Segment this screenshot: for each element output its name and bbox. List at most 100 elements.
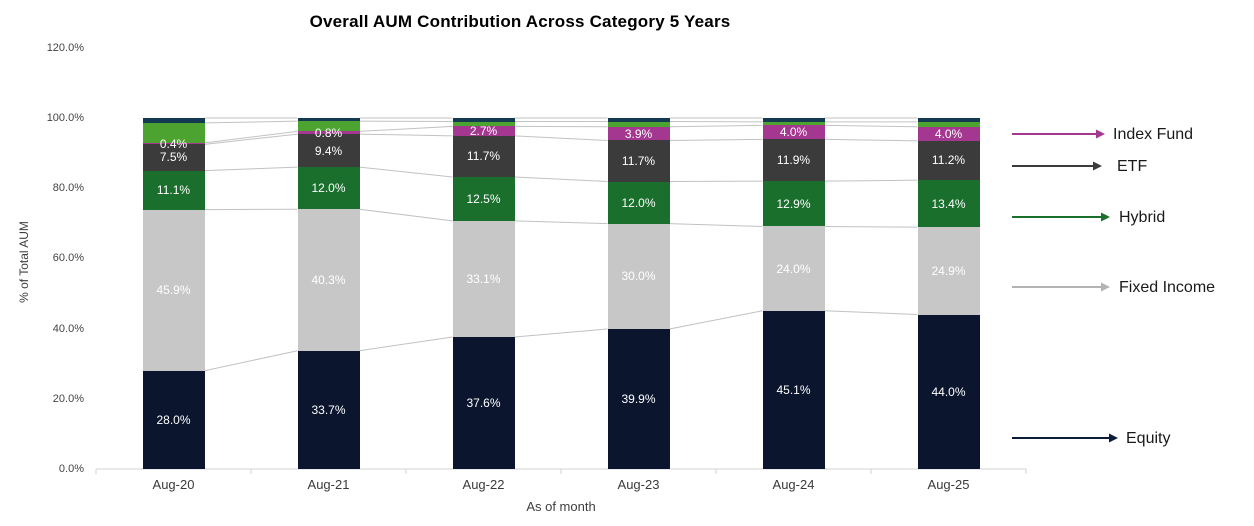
segment-data-label: 0.4%	[159, 136, 188, 151]
chart-title: Overall AUM Contribution Across Category…	[309, 12, 731, 31]
segment-data-label: 7.5%	[159, 150, 188, 165]
series-connector-line	[359, 125, 453, 132]
bar-segment	[142, 142, 205, 145]
bar-segment	[917, 227, 980, 315]
series-connector-line	[824, 310, 918, 316]
series-connector-line	[359, 336, 453, 352]
bar-segment	[297, 121, 360, 132]
bar-segment	[142, 144, 205, 171]
series-connector-line	[204, 120, 298, 124]
bar-segment	[297, 350, 360, 469]
bar-segment	[762, 121, 825, 126]
bar-segment	[762, 310, 825, 469]
segment-data-label: 11.1%	[156, 183, 191, 198]
x-tick-label: Aug-22	[462, 477, 505, 492]
y-tick-label: 80.0%	[52, 182, 84, 195]
bar-segment	[607, 140, 670, 182]
bar-segment	[607, 121, 670, 127]
bar-segment	[142, 209, 205, 371]
segment-data-label: 30.0%	[621, 269, 656, 284]
segment-data-label: 44.0%	[931, 384, 966, 399]
series-connector-line	[204, 166, 298, 172]
bar-segment	[452, 126, 515, 136]
bar-segment	[607, 223, 670, 329]
segment-data-label: 11.2%	[931, 153, 966, 168]
bar-segment	[607, 118, 670, 122]
bar-segment	[607, 181, 670, 224]
legend-arrow-head	[1096, 129, 1105, 139]
segment-data-label: 28.0%	[156, 412, 191, 427]
bar-segment	[762, 181, 825, 227]
series-connector-line	[669, 223, 763, 227]
bar-segment	[452, 220, 515, 337]
segment-data-label: 39.9%	[621, 391, 656, 406]
y-tick-label: 20.0%	[52, 392, 84, 405]
series-connector-line	[824, 138, 918, 142]
segment-data-label: 12.5%	[466, 191, 501, 206]
segment-data-label: 40.3%	[311, 272, 346, 287]
segment-data-label: 12.9%	[776, 196, 811, 211]
legend-item-label: ETF	[1117, 158, 1148, 175]
series-connector-line	[204, 130, 298, 144]
bar-segment	[917, 314, 980, 469]
legend-arrow-head	[1101, 282, 1110, 292]
segment-data-label: 24.0%	[776, 261, 811, 276]
series-connector-line	[824, 124, 918, 128]
bar-segment	[762, 139, 825, 182]
series-connector-line	[669, 124, 763, 128]
bar-segment	[917, 140, 980, 181]
y-tick-label: 0.0%	[58, 463, 84, 475]
segment-data-label: 12.0%	[621, 195, 656, 210]
x-axis-title: As of month	[526, 499, 596, 514]
series-connector-line	[359, 208, 453, 222]
bar-segment	[297, 134, 360, 168]
segment-data-label: 11.9%	[776, 153, 811, 168]
series-connector-line	[204, 350, 298, 372]
segment-data-label: 45.1%	[776, 382, 811, 397]
y-tick-label: 100.0%	[46, 112, 84, 124]
bar-segment	[452, 121, 515, 127]
bar-segment	[452, 337, 515, 469]
x-tick-label: Aug-20	[152, 477, 195, 492]
series-connector-line	[359, 166, 453, 178]
series-connector-line	[204, 133, 298, 145]
legend-item-label: Fixed Income	[1119, 279, 1216, 296]
bar-segment	[297, 167, 360, 210]
x-tick-label: Aug-24	[772, 477, 815, 492]
bar-segment	[297, 209, 360, 351]
x-tick-label: Aug-25	[927, 477, 970, 492]
bar-segment	[142, 122, 205, 143]
series-connector-line	[669, 310, 763, 330]
bar-segment	[917, 118, 980, 122]
series-connector-line	[514, 135, 608, 141]
legend-item-label: Index Fund	[1113, 126, 1194, 143]
bar-segment	[607, 126, 670, 141]
bar-segment	[142, 170, 205, 210]
x-tick-label: Aug-23	[617, 477, 660, 492]
y-tick-label: 60.0%	[52, 252, 84, 265]
segment-data-label: 4.0%	[934, 126, 963, 141]
y-tick-label: 40.0%	[52, 322, 84, 335]
series-connector-line	[359, 133, 453, 137]
legend-arrow-head	[1101, 212, 1110, 222]
segment-data-label: 13.4%	[931, 196, 966, 211]
segment-data-label: 24.9%	[931, 263, 966, 278]
bar-segment	[917, 121, 980, 127]
segment-data-label: 0.8%	[314, 125, 343, 140]
segment-data-label: 11.7%	[621, 153, 656, 168]
series-connector-line	[824, 225, 918, 228]
bar-segment	[762, 125, 825, 140]
segment-data-label: 9.4%	[314, 143, 343, 158]
bar-segment	[142, 118, 205, 123]
bar-segment	[607, 328, 670, 469]
bar-segment	[142, 370, 205, 469]
segment-data-label: 37.6%	[466, 396, 501, 410]
bar-segment	[762, 118, 825, 122]
series-connector-line	[514, 328, 608, 338]
series-connector-line	[824, 179, 918, 182]
bar-segment	[297, 118, 360, 122]
series-connector-line	[514, 220, 608, 225]
y-tick-label: 120.0%	[46, 41, 84, 54]
segment-data-label: 3.9%	[624, 126, 653, 141]
